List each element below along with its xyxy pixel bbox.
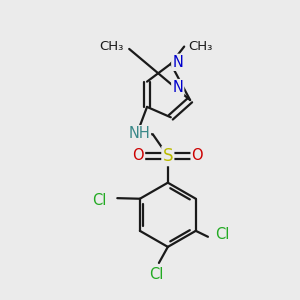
Text: N: N	[172, 80, 183, 95]
Text: CH₃: CH₃	[189, 40, 213, 53]
Text: O: O	[132, 148, 144, 164]
Text: NH: NH	[128, 126, 150, 141]
Text: Cl: Cl	[215, 227, 230, 242]
Text: Cl: Cl	[149, 266, 163, 281]
Text: N: N	[172, 55, 183, 70]
Text: Cl: Cl	[92, 193, 107, 208]
Text: S: S	[163, 147, 173, 165]
Text: CH₃: CH₃	[99, 40, 123, 53]
Text: O: O	[192, 148, 203, 164]
